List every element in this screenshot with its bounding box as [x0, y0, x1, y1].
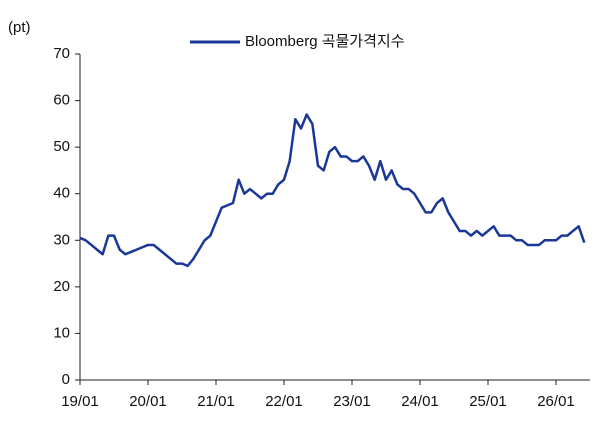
x-tick-label: 20/01	[129, 393, 167, 410]
y-tick-label: 30	[53, 231, 70, 248]
x-tick-label: 21/01	[197, 393, 235, 410]
series-line	[79, 113, 586, 268]
y-axis-label: (pt)	[8, 19, 31, 36]
y-tick-label: 40	[53, 185, 70, 202]
y-tick-label: 70	[53, 45, 70, 62]
x-tick-label: 22/01	[265, 393, 303, 410]
legend-label: Bloomberg 곡물가격지수	[245, 33, 405, 50]
x-tick-label: 25/01	[469, 393, 507, 410]
x-tick-label: 19/01	[61, 393, 99, 410]
y-tick-label: 50	[53, 138, 70, 155]
x-tick-label: 23/01	[333, 393, 371, 410]
y-tick-label: 60	[53, 92, 70, 109]
y-tick-label: 20	[53, 278, 70, 295]
y-tick-label: 0	[62, 371, 70, 388]
x-tick-label: 24/01	[401, 393, 439, 410]
y-tick-label: 10	[53, 324, 70, 341]
x-tick-label: 26/01	[537, 393, 575, 410]
